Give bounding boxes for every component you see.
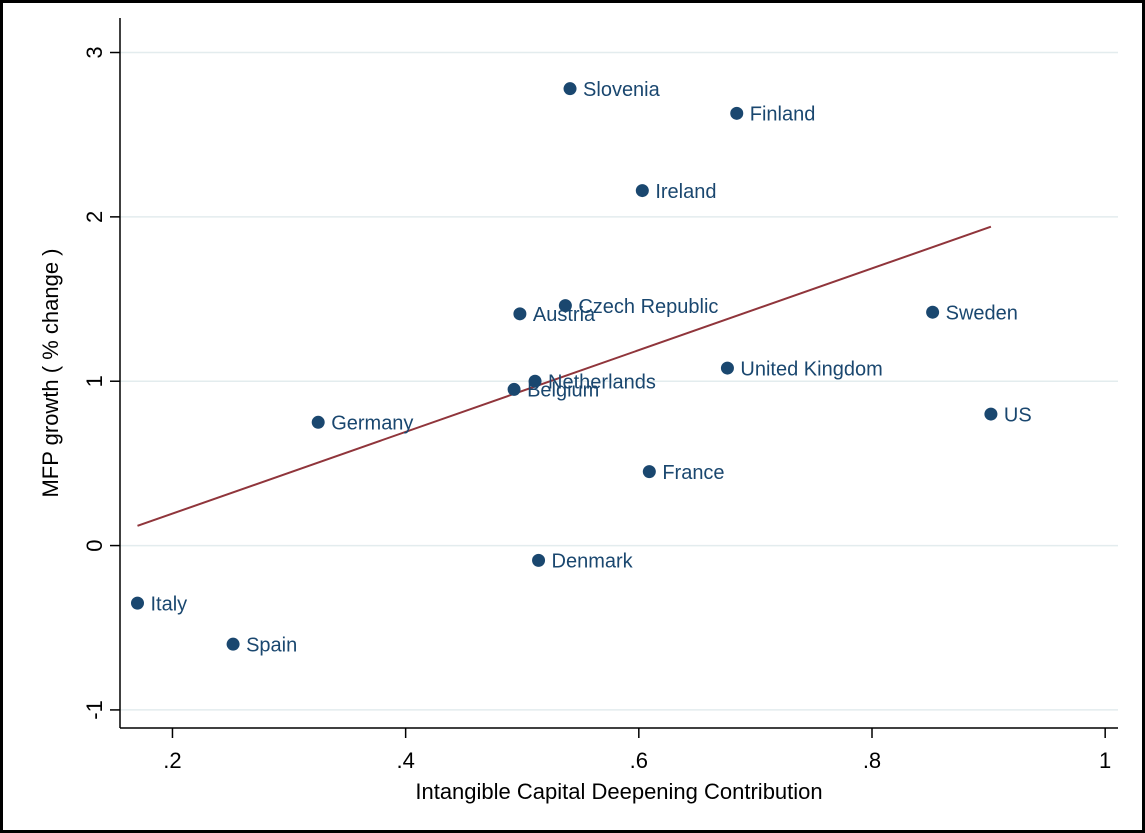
point	[130, 596, 144, 610]
point-label: France	[662, 462, 724, 484]
point	[984, 407, 998, 421]
point	[226, 637, 240, 651]
point	[926, 305, 940, 319]
x-axis-title: Intangible Capital Deepening Contributio…	[415, 779, 822, 804]
plot-area	[120, 18, 1118, 728]
x-tick-label: .4	[396, 748, 414, 773]
point	[642, 465, 656, 479]
point	[311, 415, 325, 429]
y-tick-label: 0	[82, 539, 107, 551]
point-label: Finland	[750, 104, 816, 126]
point-label: Netherlands	[548, 371, 656, 393]
x-tick-label: 1	[1099, 748, 1111, 773]
point-label: Ireland	[655, 181, 716, 203]
y-tick-label: 3	[82, 46, 107, 58]
point	[513, 307, 527, 321]
point	[532, 553, 546, 567]
point	[730, 106, 744, 120]
point-label: Sweden	[946, 302, 1018, 324]
point-label: Italy	[150, 593, 187, 615]
point-label: Czech Republic	[578, 296, 718, 318]
point-label: Spain	[246, 634, 297, 656]
x-tick-label: .6	[630, 748, 648, 773]
x-tick-label: .2	[163, 748, 181, 773]
point-label: Austria	[533, 304, 596, 326]
y-axis-title: MFP growth ( % change )	[38, 248, 63, 497]
y-tick-label: -1	[82, 700, 107, 720]
point	[563, 82, 577, 96]
point	[528, 374, 542, 388]
x-tick-label: .8	[863, 748, 881, 773]
point	[635, 184, 649, 198]
point-label: US	[1004, 404, 1032, 426]
point-label: Denmark	[552, 551, 634, 573]
point-label: Slovenia	[583, 79, 661, 101]
point	[558, 299, 572, 313]
y-tick-label: 1	[82, 375, 107, 387]
fit-line	[137, 225, 992, 527]
point-label: Belgium	[527, 380, 599, 402]
point	[720, 361, 734, 375]
point-label: United Kingdom	[740, 358, 882, 380]
point	[507, 382, 521, 396]
point-label: Germany	[331, 413, 413, 435]
y-tick-label: 2	[82, 211, 107, 223]
